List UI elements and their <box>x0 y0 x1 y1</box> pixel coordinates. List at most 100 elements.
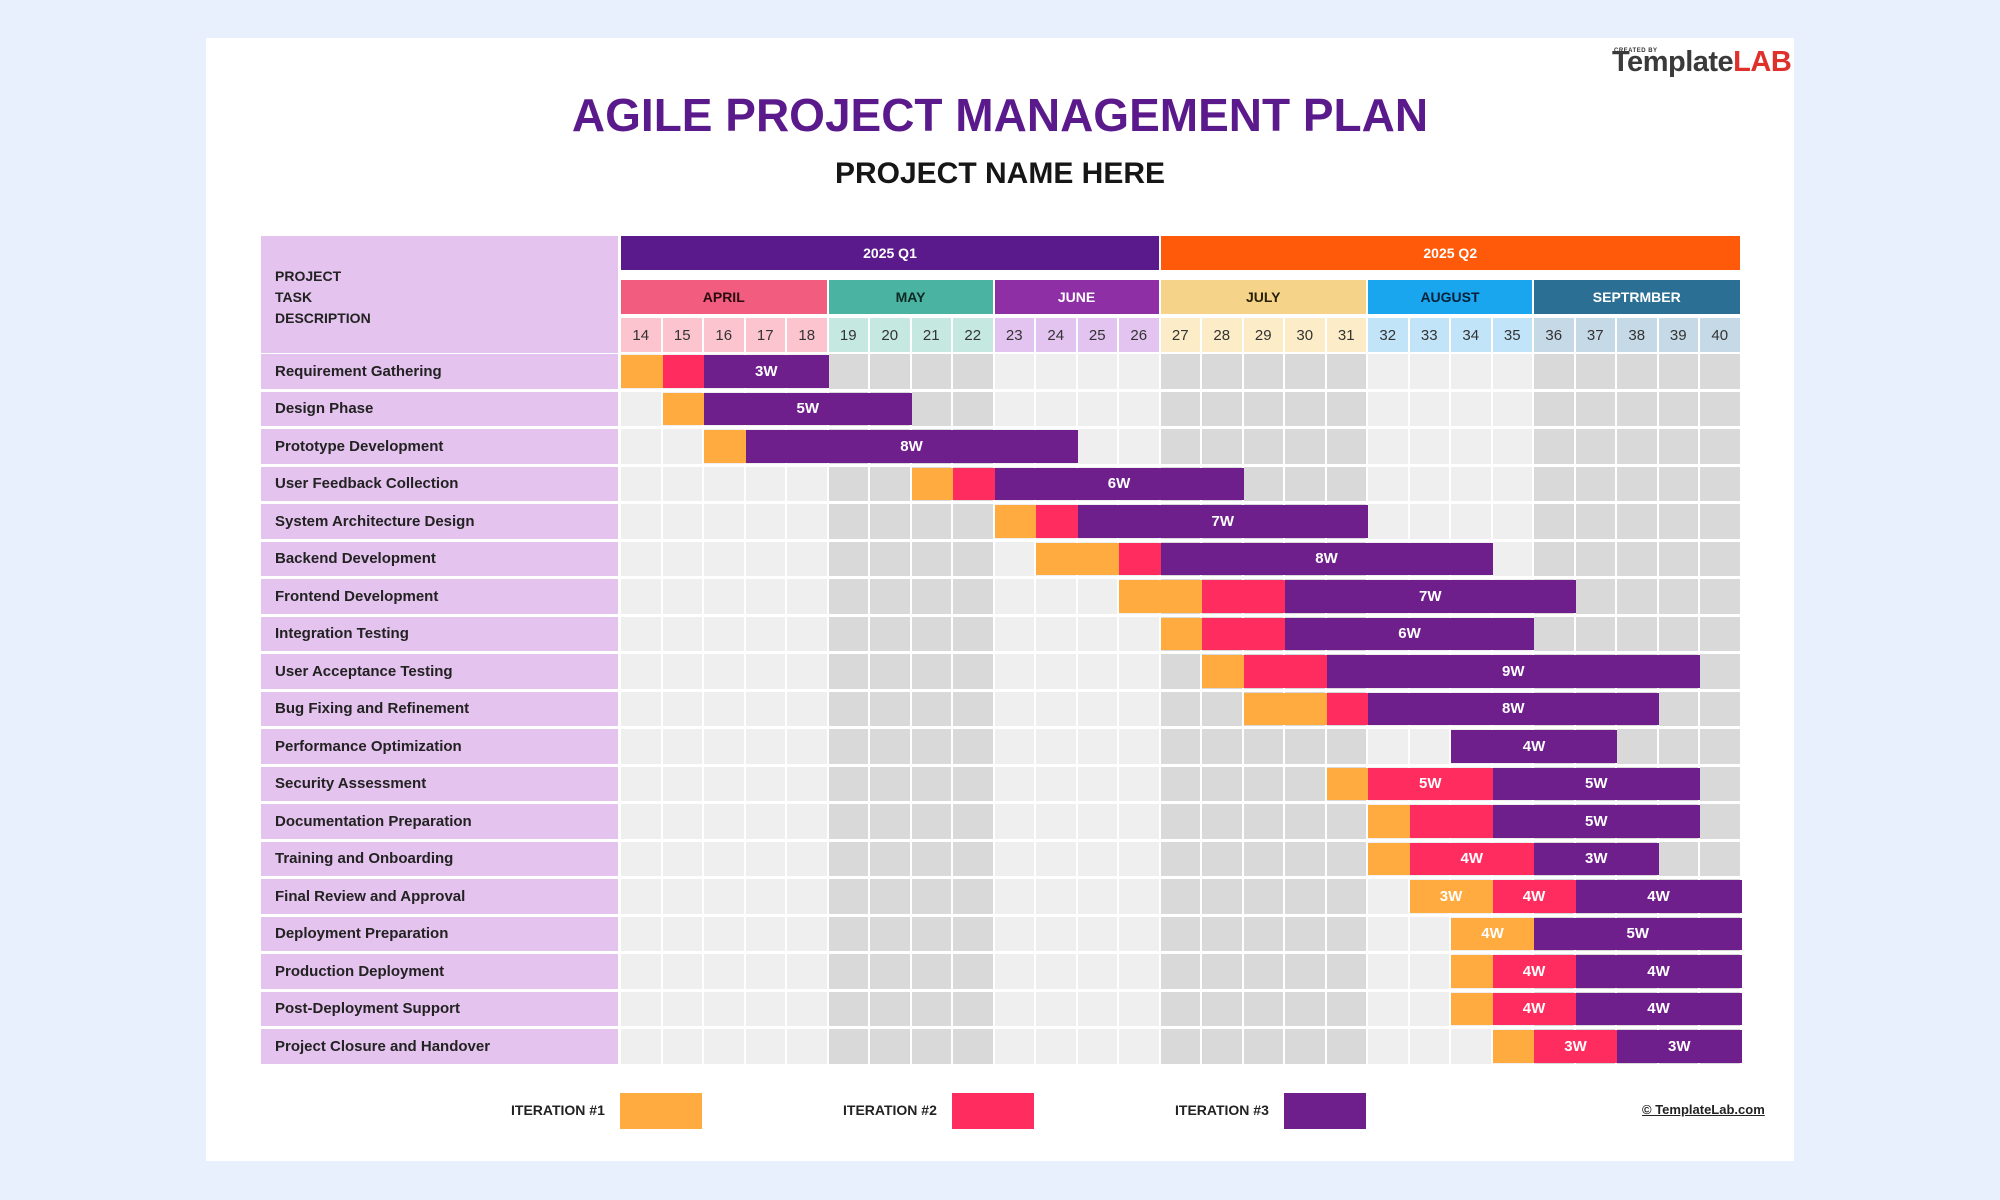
grid-cell <box>1036 354 1076 389</box>
task-bar-iteration-1[interactable] <box>1326 767 1368 800</box>
task-bar-iteration-3[interactable]: 3W <box>1534 842 1659 875</box>
grid-cell <box>953 766 993 801</box>
task-bar-iteration-2[interactable]: 4W <box>1492 880 1576 913</box>
task-bar-iteration-1[interactable] <box>1451 992 1493 1025</box>
grid-cell <box>1036 579 1076 614</box>
grid-cell <box>704 1029 744 1064</box>
task-bar-iteration-2[interactable]: 4W <box>1492 955 1576 988</box>
quarter-header: 2025 Q2 <box>1160 236 1740 270</box>
task-bar-iteration-2[interactable] <box>1243 655 1327 688</box>
grid-cell <box>911 504 951 539</box>
task-bar-iteration-3[interactable]: 5W <box>1534 917 1742 950</box>
grid-cell <box>1036 654 1076 689</box>
grid-cell <box>870 766 910 801</box>
task-bar-iteration-1[interactable] <box>1368 842 1410 875</box>
grid-cell <box>911 1029 951 1064</box>
task-bar-iteration-2[interactable] <box>1202 617 1285 650</box>
grid-cell <box>870 916 910 951</box>
task-bar-iteration-2[interactable] <box>1119 542 1161 575</box>
task-bar-iteration-1[interactable] <box>704 430 746 463</box>
task-bar-iteration-2[interactable] <box>662 355 704 388</box>
week-number: 27 <box>1160 318 1200 352</box>
task-bar-iteration-1[interactable] <box>1160 617 1202 650</box>
copyright-link[interactable]: © TemplateLab.com <box>1642 1102 1765 1117</box>
task-bar-iteration-3[interactable]: 6W <box>994 467 1244 500</box>
task-bar-iteration-1[interactable] <box>994 505 1036 538</box>
grid-cell <box>911 654 951 689</box>
grid-cell <box>1326 879 1366 914</box>
task-bar-iteration-3[interactable]: 8W <box>1368 692 1659 725</box>
task-bar-iteration-1[interactable] <box>621 355 663 388</box>
grid-cell <box>1492 541 1532 576</box>
task-bar-iteration-1[interactable] <box>1202 655 1244 688</box>
task-bar-iteration-2[interactable]: 3W <box>1534 1030 1617 1063</box>
task-bar-iteration-2[interactable] <box>1202 580 1285 613</box>
task-bar-iteration-1[interactable] <box>911 467 953 500</box>
grid-cell <box>787 879 827 914</box>
grid-cell <box>1326 841 1366 876</box>
grid-cell <box>1451 1029 1491 1064</box>
task-bar-iteration-2[interactable]: 4W <box>1409 842 1534 875</box>
grid-cell <box>953 954 993 989</box>
task-bar-iteration-3[interactable]: 4W <box>1575 955 1742 988</box>
task-bar-iteration-2[interactable] <box>1326 692 1368 725</box>
task-bar-iteration-1[interactable] <box>1119 580 1202 613</box>
task-bar-iteration-3[interactable]: 4W <box>1575 880 1742 913</box>
task-bar-iteration-3[interactable]: 4W <box>1575 992 1742 1025</box>
task-bar-iteration-1[interactable] <box>1243 692 1327 725</box>
grid-cell <box>745 691 785 726</box>
grid-cell <box>1119 841 1159 876</box>
task-bar-iteration-3[interactable]: 8W <box>1160 542 1493 575</box>
task-bar-iteration-2[interactable]: 4W <box>1492 992 1576 1025</box>
task-bar-iteration-2[interactable] <box>953 467 995 500</box>
task-bar-iteration-1[interactable]: 3W <box>1409 880 1493 913</box>
grid-cell <box>1368 429 1408 464</box>
task-bar-iteration-1[interactable] <box>1492 1030 1534 1063</box>
task-bar-iteration-3[interactable]: 7W <box>1077 505 1368 538</box>
grid-cell <box>1368 991 1408 1026</box>
task-bar-iteration-3[interactable]: 8W <box>745 430 1078 463</box>
task-bar-iteration-2[interactable]: 5W <box>1368 767 1493 800</box>
grid-cell <box>1617 391 1657 426</box>
week-number: 40 <box>1700 318 1740 352</box>
month-header: APRIL <box>621 280 827 314</box>
grid-cell <box>911 804 951 839</box>
task-bar-iteration-1[interactable] <box>1036 542 1119 575</box>
task-bar-iteration-3[interactable]: 4W <box>1451 730 1617 763</box>
grid-cell <box>1202 729 1242 764</box>
grid-cell <box>1160 954 1200 989</box>
task-bar-iteration-3[interactable]: 3W <box>704 355 829 388</box>
task-bar-iteration-3[interactable]: 3W <box>1617 1030 1742 1063</box>
task-bar-iteration-2[interactable] <box>1409 805 1493 838</box>
grid-cell <box>1243 354 1283 389</box>
legend-swatch <box>620 1093 702 1129</box>
grid-cell <box>1119 429 1159 464</box>
grid-cell <box>1617 579 1657 614</box>
grid-cell <box>994 766 1034 801</box>
grid-cell <box>1326 354 1366 389</box>
task-bar-iteration-3[interactable]: 6W <box>1285 617 1534 650</box>
task-bar-iteration-1[interactable]: 4W <box>1451 917 1534 950</box>
task-bar-iteration-1[interactable] <box>1451 955 1493 988</box>
week-number: 32 <box>1368 318 1408 352</box>
task-bar-iteration-1[interactable] <box>1368 805 1410 838</box>
grid-cell <box>1036 391 1076 426</box>
grid-cell <box>745 654 785 689</box>
grid-cell <box>1326 391 1366 426</box>
grid-cell <box>953 841 993 876</box>
grid-cell <box>1326 804 1366 839</box>
task-bar-iteration-3[interactable]: 7W <box>1285 580 1576 613</box>
task-bar-iteration-3[interactable]: 5W <box>1492 805 1700 838</box>
grid-cell <box>662 916 702 951</box>
grid-cell <box>994 579 1034 614</box>
task-bar-iteration-3[interactable]: 5W <box>704 392 912 425</box>
grid-cell <box>828 504 868 539</box>
task-bar-iteration-3[interactable]: 9W <box>1326 655 1700 688</box>
grid-cell <box>994 354 1034 389</box>
task-bar-iteration-1[interactable] <box>662 392 704 425</box>
task-bar-iteration-2[interactable] <box>1036 505 1078 538</box>
task-bar-iteration-3[interactable]: 5W <box>1492 767 1700 800</box>
grid-cell <box>1575 354 1615 389</box>
grid-cell <box>1285 916 1325 951</box>
grid-cell <box>1077 616 1117 651</box>
